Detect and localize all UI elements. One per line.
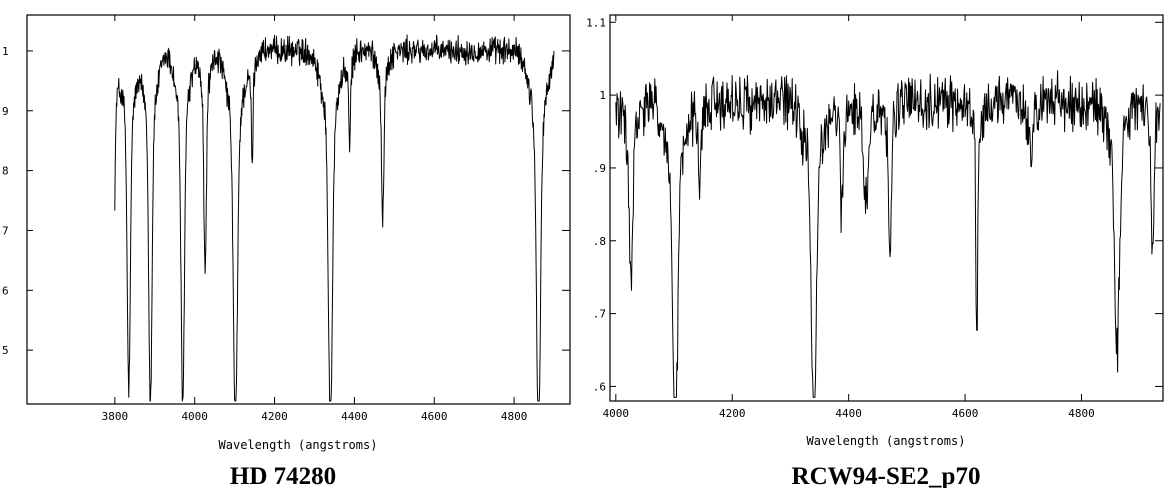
y-tick-label: .6 xyxy=(593,380,606,393)
spectrum-panel-rcw94: 4000 4200 4400 4600 4800 .6 .7 .8 .9 1 1.1 Wavelen… xyxy=(586,14,1164,488)
chart-title: RCW94-SE2_p70 xyxy=(792,463,981,488)
x-tick-label: 4200 xyxy=(261,410,288,423)
x-tick-label: 4000 xyxy=(181,410,208,423)
x-tick-label: 3800 xyxy=(102,410,129,423)
y-tick-label: 6 xyxy=(2,284,9,297)
y-tick-label: .7 xyxy=(593,308,606,321)
x-tick-label: 4600 xyxy=(952,407,979,420)
x-tick-label: 4200 xyxy=(719,407,746,420)
axis-ticks: 3800 4000 4200 4400 4600 4800 5 6 7 8 9 1 xyxy=(2,15,570,423)
x-tick-label: 4800 xyxy=(1068,407,1095,420)
x-tick-label: 4800 xyxy=(501,410,528,423)
spectrum-line xyxy=(615,70,1161,398)
x-tick-label: 4600 xyxy=(421,410,448,423)
y-tick-label: 1.1 xyxy=(586,16,606,29)
y-tick-label: 1 xyxy=(599,89,606,102)
chart-title: HD 74280 xyxy=(230,463,336,488)
y-tick-label: 1 xyxy=(2,45,9,58)
axis-ticks: 4000 4200 4400 4600 4800 .6 .7 .8 .9 1 1.1 xyxy=(586,15,1163,420)
spectrum-line xyxy=(114,34,555,402)
plot-frame xyxy=(609,14,1164,402)
y-tick-label: 5 xyxy=(2,344,9,357)
y-tick-label: 8 xyxy=(2,165,9,178)
x-axis-label: Wavelength (angstroms) xyxy=(219,438,378,452)
plot-frame xyxy=(26,14,571,405)
x-tick-label: 4400 xyxy=(341,410,368,423)
spectrum-panel-hd74280: 3800 4000 4200 4400 4600 4800 5 6 7 8 9 1 Wavelengt… xyxy=(2,14,571,488)
x-tick-label: 4400 xyxy=(835,407,862,420)
y-tick-label: .9 xyxy=(593,162,606,175)
y-tick-label: .8 xyxy=(593,235,606,248)
y-tick-label: 7 xyxy=(2,224,9,237)
y-tick-label: 9 xyxy=(2,105,9,118)
x-axis-label: Wavelength (angstroms) xyxy=(807,434,966,448)
x-tick-label: 4000 xyxy=(603,407,630,420)
